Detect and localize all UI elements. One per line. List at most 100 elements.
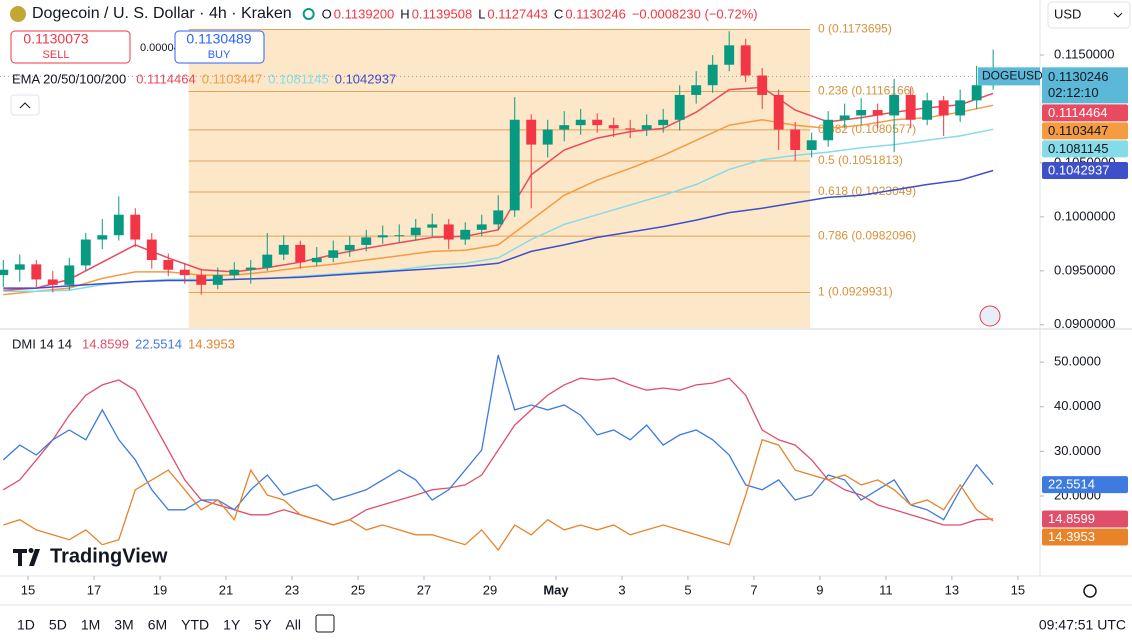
clock: 09:47:51 UTC	[1039, 617, 1126, 633]
range-button[interactable]: All	[285, 617, 301, 633]
candle-body	[130, 214, 141, 240]
x-tick-label: 25	[351, 582, 365, 597]
candle-body	[493, 210, 504, 225]
x-tick-label: 11	[879, 582, 893, 597]
candle-body	[80, 239, 91, 266]
symbol-tag-text: DOGEUSD	[982, 69, 1043, 83]
candle-body	[262, 254, 273, 268]
ema-legend-value: 0.1114464	[136, 71, 196, 86]
settings-icon[interactable]	[1083, 584, 1097, 598]
x-tick-label: 5	[684, 582, 691, 597]
candle-body	[625, 128, 636, 130]
range-button[interactable]: 5D	[49, 617, 67, 633]
candle-body	[443, 224, 454, 240]
x-tick-label: 7	[750, 582, 757, 597]
ema-legend-value: 0.1103447	[202, 71, 263, 86]
candle-body	[773, 94, 784, 130]
sell-button[interactable]	[10, 30, 131, 64]
candle-body	[64, 265, 75, 285]
y-tick-label: 50.0000	[1054, 354, 1101, 369]
ohlc-key: O	[322, 6, 332, 21]
candle-body	[691, 85, 702, 95]
collapse-icon	[19, 102, 31, 109]
candle-body	[806, 140, 817, 150]
x-tick-label: 17	[87, 582, 101, 597]
dmi-line	[3, 438, 994, 552]
candle-body	[674, 94, 685, 120]
event-flag[interactable]	[979, 305, 1001, 327]
range-button[interactable]: 5Y	[254, 617, 272, 633]
ema-legend-value: 0.1081145	[268, 71, 329, 86]
fib-label: 0.786 (0.0982096)	[818, 228, 916, 242]
status-dot	[302, 8, 315, 20]
ema-legend-value: 0.1042937	[335, 71, 396, 86]
candle-body	[14, 264, 25, 270]
fib-label: 0.382 (0.1080577)	[818, 122, 916, 136]
y-tick-label: 0.0950000	[1054, 262, 1115, 277]
candle-body	[823, 119, 834, 141]
candle-body	[790, 129, 801, 150]
candle-body	[872, 110, 883, 116]
candle-body	[146, 239, 157, 261]
ema-price-tag	[1042, 104, 1128, 122]
dmi-legend-value: 14.3953	[188, 336, 235, 351]
candle-body	[922, 100, 933, 120]
candle-body	[245, 267, 256, 270]
ohlc-value: 0.1139200	[334, 6, 395, 21]
candle-body	[31, 264, 42, 280]
ema-price-tag	[1042, 162, 1128, 180]
ohlc-key: C	[554, 6, 563, 21]
y-tick-label: 40.0000	[1054, 398, 1101, 413]
price-pane: 0 (0.1173695) 0.236 (0.1116166) 0.382 (0.1…	[0, 22, 1040, 328]
ema-line	[3, 169, 994, 289]
sell-price: 0.1130073	[23, 31, 88, 47]
ohlc-value: 0.1127443	[487, 6, 548, 21]
candle-body	[608, 125, 619, 129]
x-tick-label: 15	[1011, 582, 1025, 597]
x-tick-label: 3	[618, 582, 625, 597]
range-button[interactable]: 6M	[148, 617, 167, 633]
range-button[interactable]: 1Y	[223, 617, 241, 633]
collapse-button[interactable]	[10, 94, 40, 116]
ohlc-key: L	[478, 6, 485, 21]
date-range-icon[interactable]	[315, 614, 335, 633]
fib-label: 0.236 (0.1116166)	[818, 84, 914, 98]
candle-body	[212, 275, 223, 285]
x-tick-label: 13	[945, 582, 959, 597]
candle-body	[724, 45, 735, 65]
buy-button[interactable]	[174, 30, 265, 64]
candle-body	[295, 244, 306, 263]
x-tick-label: 29	[483, 582, 497, 597]
range-button[interactable]: 1D	[17, 617, 35, 633]
candle-body	[97, 235, 108, 240]
dmi-pane	[2, 354, 994, 552]
candle-body	[856, 110, 867, 116]
candle-body	[0, 269, 9, 276]
y-tick-label: 0.1150000	[1054, 46, 1115, 61]
candle-body	[394, 235, 405, 237]
currency-select[interactable]	[1047, 1, 1131, 29]
x-tick-label: 27	[417, 582, 431, 597]
range-button[interactable]: 1M	[81, 617, 100, 633]
candle-body	[179, 269, 190, 276]
last-price-tag	[1042, 67, 1128, 104]
brand-logo	[13, 548, 40, 566]
ema-line	[3, 128, 994, 293]
candle-body	[740, 45, 751, 76]
brand-name: TradingView	[50, 545, 168, 567]
dmi-value-tag	[1042, 528, 1128, 546]
candle-body	[113, 214, 124, 236]
candle-body	[905, 94, 916, 120]
y-tick-label: 0.1000000	[1054, 208, 1115, 223]
x-tick-label: May	[543, 582, 569, 597]
dmi-value-tag	[1042, 510, 1128, 528]
chevron	[1113, 12, 1123, 18]
candle-body	[278, 244, 289, 255]
fib-label: 0.618 (0.1023049)	[818, 184, 916, 198]
ohlc-value: 0.1130246	[565, 6, 626, 21]
range-button[interactable]: YTD	[181, 617, 209, 633]
range-button[interactable]: 3M	[114, 617, 133, 633]
candle-body	[311, 257, 322, 263]
candle-body	[955, 100, 966, 116]
